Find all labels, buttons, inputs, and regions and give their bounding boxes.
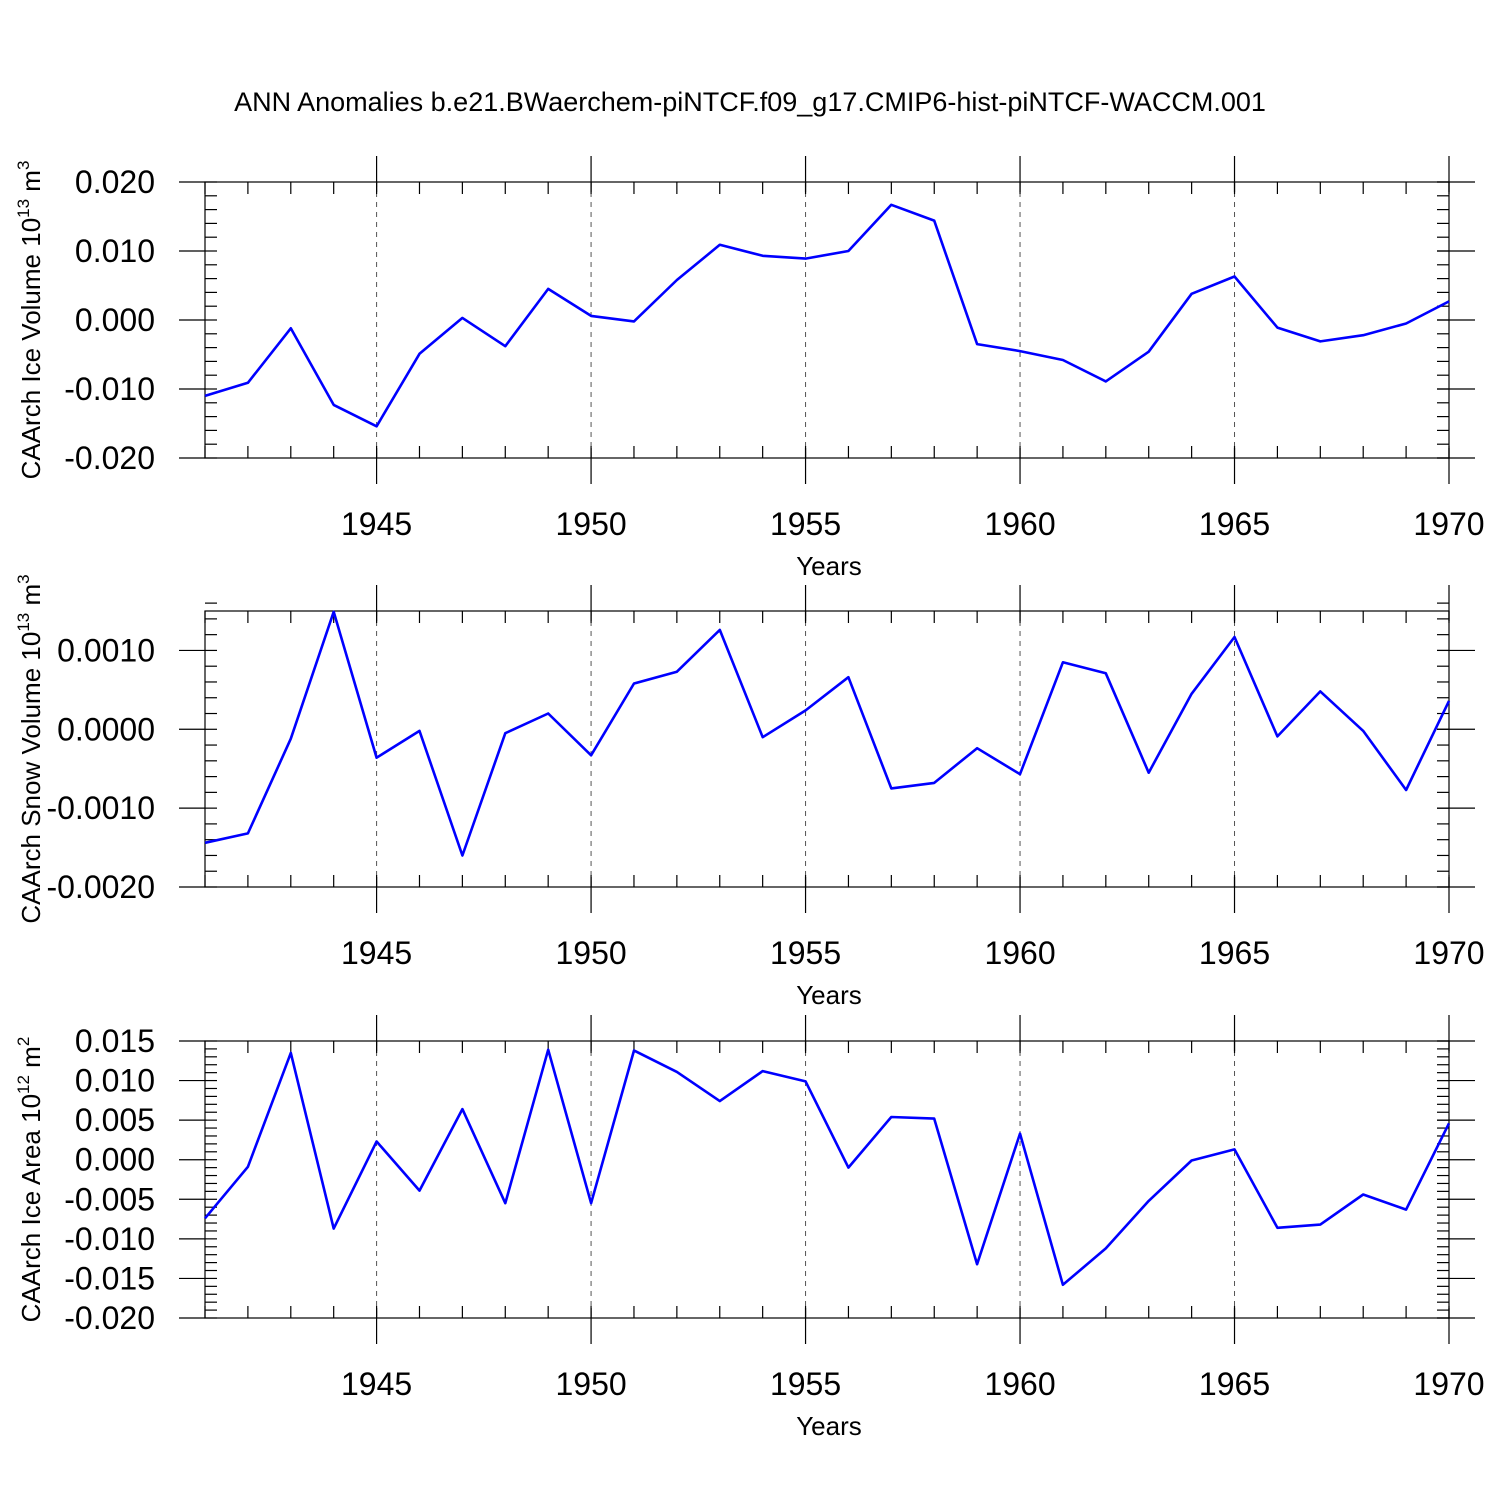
y-tick-label: 0.015 xyxy=(75,1023,155,1059)
x-tick-label: 1955 xyxy=(770,935,841,971)
figure-title: ANN Anomalies b.e21.BWaerchem-piNTCF.f09… xyxy=(234,87,1266,117)
panels: -0.020 -0.010 0.000 0.010 0.020 1945 1950 1955 1… xyxy=(14,156,1485,1441)
y-tick-label: -0.0020 xyxy=(46,869,155,905)
x-axis-label: Years xyxy=(796,551,862,581)
x-tick-label: 1970 xyxy=(1413,506,1484,542)
panel-1: -0.020 -0.010 0.000 0.010 0.020 1945 1950 1955 1… xyxy=(14,156,1485,581)
panel-2: -0.0020 -0.0010 0.0000 0.0010 1945 1950 1955 19… xyxy=(14,574,1485,1010)
y-tick-label: 0.005 xyxy=(75,1102,155,1138)
x-tick-label: 1965 xyxy=(1199,935,1270,971)
y-tick-label: -0.0010 xyxy=(46,790,155,826)
plot-frame xyxy=(204,1040,1450,1319)
x-axis-label: Years xyxy=(796,980,862,1010)
x-tick-label: 1955 xyxy=(770,1366,841,1402)
x-tick-label: 1945 xyxy=(341,506,412,542)
series-line xyxy=(204,203,1450,428)
x-tick-label: 1945 xyxy=(341,1366,412,1402)
y-tick-label: 0.000 xyxy=(75,1142,155,1178)
x-tick-label: 1960 xyxy=(984,935,1055,971)
y-axis-label: CAArch Ice Area 1012 m2 xyxy=(14,1037,46,1323)
x-tick-label: 1960 xyxy=(984,506,1055,542)
y-tick-label: 0.010 xyxy=(75,1063,155,1099)
y-tick-label: 0.0000 xyxy=(57,711,155,747)
y-tick-label: -0.010 xyxy=(64,1221,155,1257)
x-tick-label: 1965 xyxy=(1199,1366,1270,1402)
series-line xyxy=(204,610,1451,857)
x-axis-label: Years xyxy=(796,1411,862,1441)
x-tick-label: 1950 xyxy=(555,1366,626,1402)
y-tick-label: -0.020 xyxy=(64,1300,155,1336)
y-tick-label: 0.0010 xyxy=(57,632,155,668)
y-axis-label: CAArch Snow Volume 1013 m3 xyxy=(14,574,46,923)
x-tick-label: 1955 xyxy=(770,506,841,542)
y-tick-label: 0.010 xyxy=(75,233,155,269)
x-tick-label: 1950 xyxy=(555,935,626,971)
y-tick-label: 0.020 xyxy=(75,164,155,200)
y-tick-label: 0.000 xyxy=(75,302,155,338)
plot-frame xyxy=(204,181,1450,459)
y-tick-label: -0.015 xyxy=(64,1260,155,1296)
y-tick-label: -0.005 xyxy=(64,1181,155,1217)
y-tick-label: -0.010 xyxy=(64,371,155,407)
series-line xyxy=(204,1048,1451,1287)
x-tick-label: 1945 xyxy=(341,935,412,971)
x-tick-label: 1970 xyxy=(1413,935,1484,971)
y-tick-label: -0.020 xyxy=(64,440,155,476)
x-tick-label: 1965 xyxy=(1199,506,1270,542)
x-tick-label: 1950 xyxy=(555,506,626,542)
plot-frame xyxy=(204,610,1450,888)
y-axis-label: CAArch Ice Volume 1013 m3 xyxy=(14,161,46,480)
x-tick-label: 1970 xyxy=(1413,1366,1484,1402)
x-tick-label: 1960 xyxy=(984,1366,1055,1402)
